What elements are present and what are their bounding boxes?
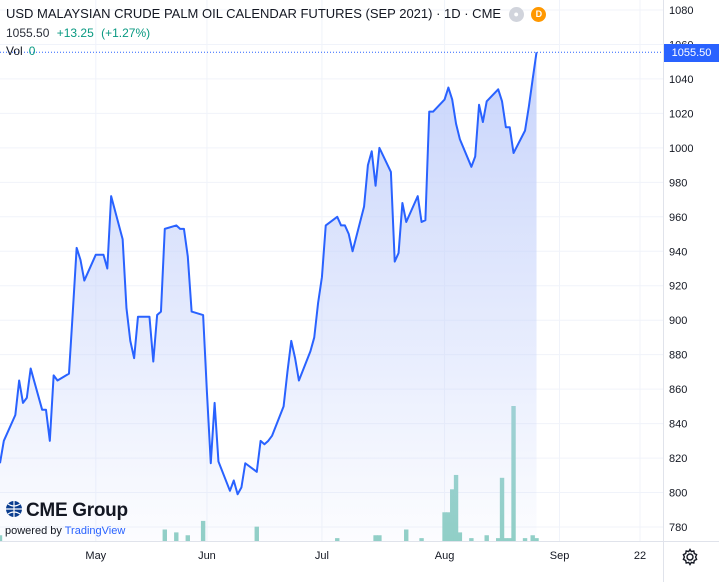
- y-tick-label: 800: [669, 488, 687, 500]
- y-tick-label: 860: [669, 384, 687, 396]
- y-tick-label: 1000: [669, 143, 693, 155]
- chart-legend: USD MALAYSIAN CRUDE PALM OIL CALENDAR FU…: [6, 6, 547, 58]
- x-tick-label: Sep: [550, 550, 570, 562]
- price-series-line: [0, 52, 538, 496]
- y-tick-label: 980: [669, 177, 687, 189]
- logo-text: CME Group: [26, 500, 128, 521]
- y-tick-label: 920: [669, 281, 687, 293]
- volume-label: Vol: [6, 44, 23, 58]
- tradingview-link[interactable]: TradingView: [64, 525, 126, 537]
- y-tick-label: 1020: [669, 108, 693, 120]
- last-price-tag: 1055.50: [664, 44, 719, 62]
- market-status-icon[interactable]: ●: [508, 7, 524, 22]
- volume-bar: [534, 538, 539, 541]
- x-tick-label: Jun: [198, 550, 216, 562]
- symbol-title[interactable]: USD MALAYSIAN CRUDE PALM OIL CALENDAR FU…: [6, 6, 502, 21]
- y-tick-label: 940: [669, 246, 687, 258]
- last-price: 1055.50: [6, 26, 50, 40]
- price-line: [0, 51, 663, 496]
- powered-by-label: powered by: [5, 525, 62, 537]
- y-tick-label: 960: [669, 212, 687, 224]
- delay-badge[interactable]: D: [531, 7, 547, 22]
- volume-value: 0: [28, 44, 36, 58]
- y-tick-label: 1080: [669, 5, 693, 17]
- cme-group-logo[interactable]: CME Group powered by TradingView: [5, 500, 128, 537]
- y-tick-label: 780: [669, 522, 687, 534]
- symbol-title-row[interactable]: USD MALAYSIAN CRUDE PALM OIL CALENDAR FU…: [6, 6, 547, 22]
- price-change-pct: (+1.27%): [101, 26, 151, 40]
- x-tick-label: May: [85, 550, 106, 562]
- price-change: +13.25: [56, 26, 94, 40]
- price-info-row: 1055.50 +13.25 (+1.27%): [6, 26, 546, 40]
- x-tick-label: Jul: [315, 550, 329, 562]
- cme-globe-icon: [6, 501, 22, 517]
- price-area: [0, 52, 537, 541]
- y-tick-label: 880: [669, 350, 687, 362]
- gear-icon[interactable]: [680, 547, 700, 567]
- price-area-fill: [0, 52, 537, 541]
- y-tick-label: 1040: [669, 74, 693, 86]
- y-tick-label: 820: [669, 453, 687, 465]
- y-tick-label: 900: [669, 315, 687, 327]
- volume-legend[interactable]: Vol 0: [6, 44, 546, 58]
- powered-by-tradingview[interactable]: powered by TradingView: [5, 525, 128, 537]
- y-tick-label: 840: [669, 419, 687, 431]
- x-tick-label: 22: [634, 550, 646, 562]
- x-tick-label: Aug: [435, 550, 455, 562]
